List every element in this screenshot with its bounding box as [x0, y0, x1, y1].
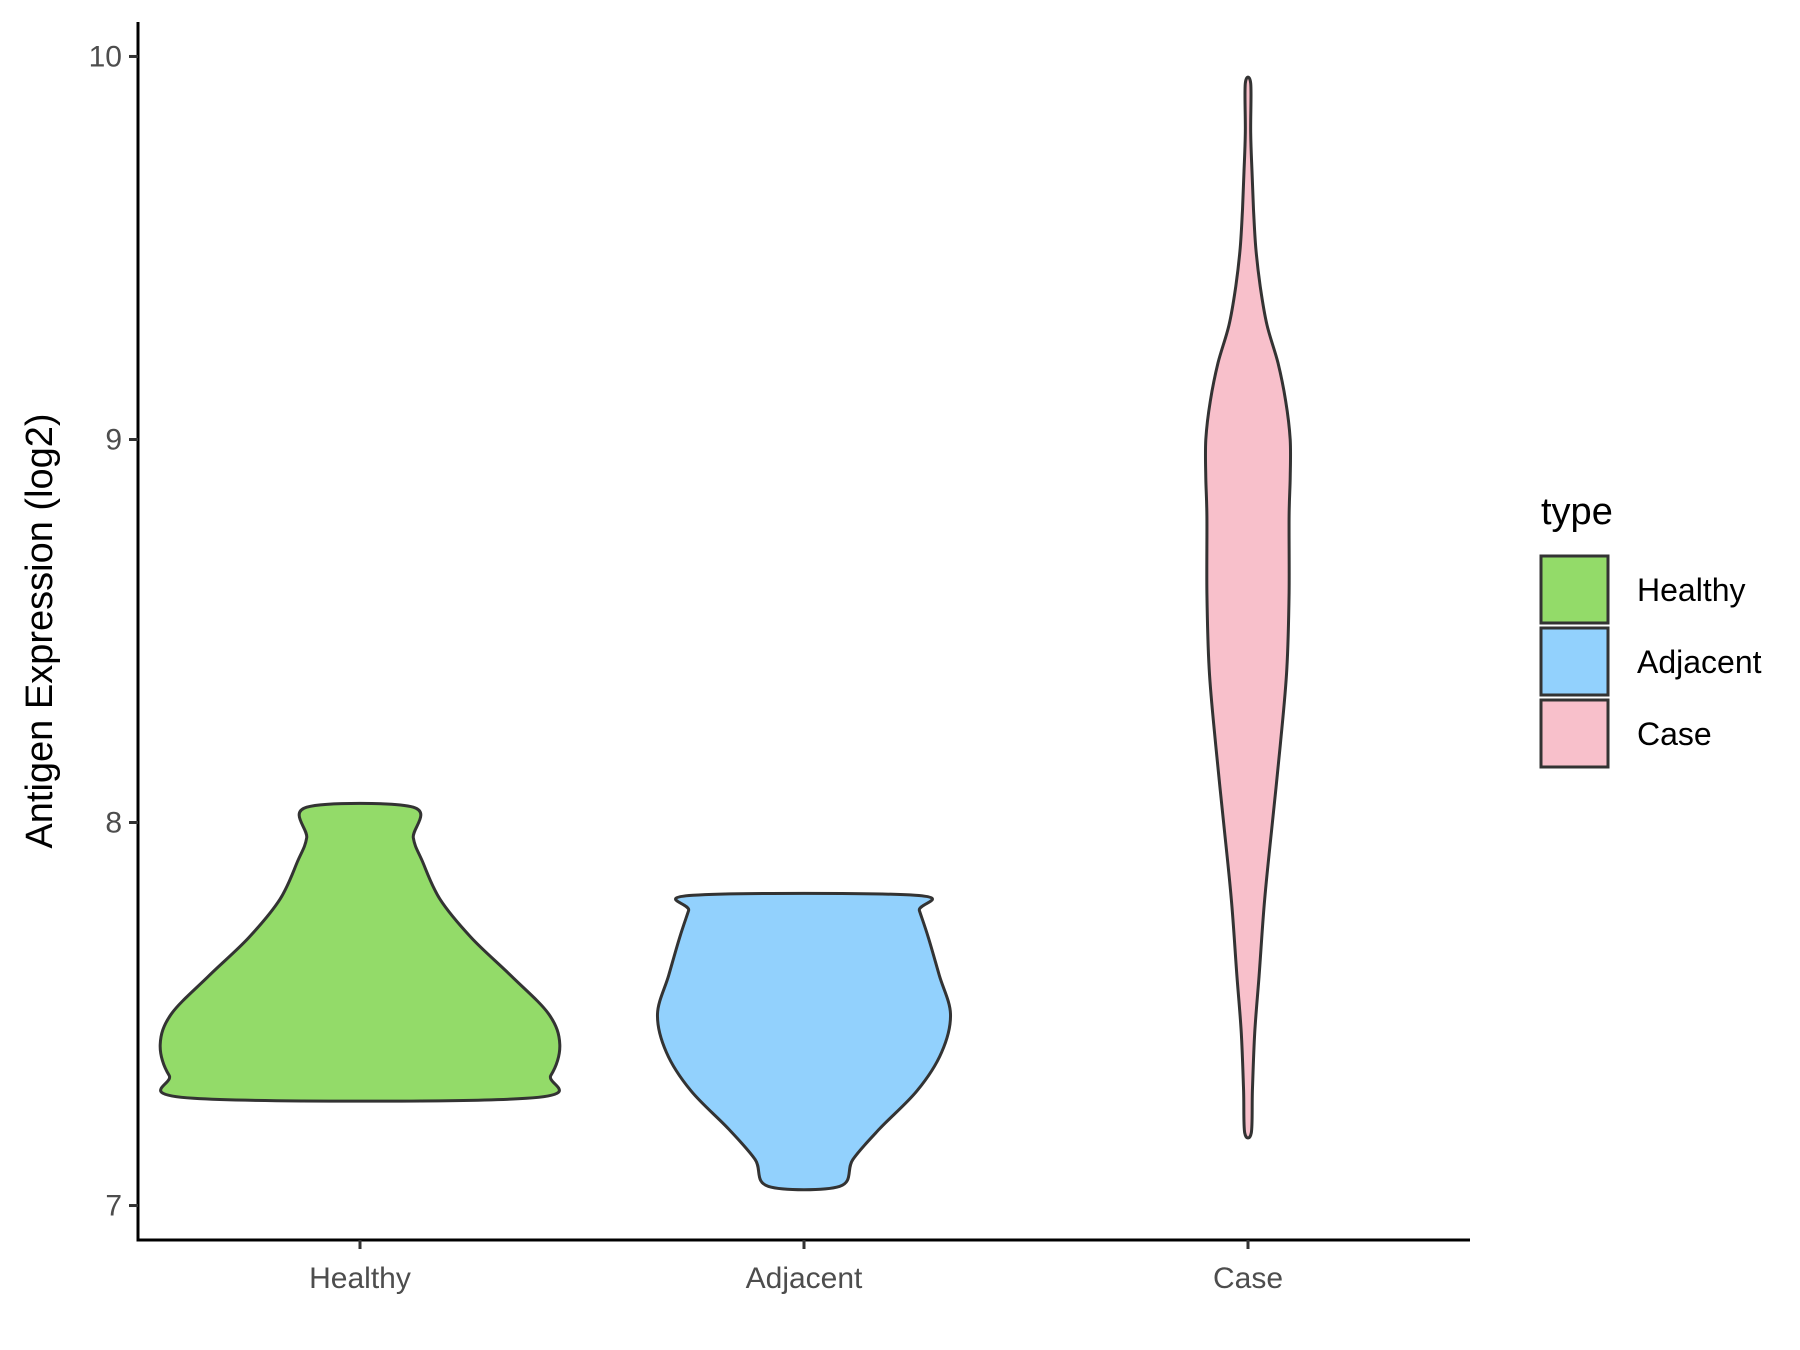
violin-case	[1203, 75, 1293, 1140]
y-tick-label: 7	[105, 1190, 122, 1223]
legend-entries: Healthy Adjacent Case	[1539, 554, 1762, 769]
legend-swatch-case	[1539, 698, 1610, 769]
x-tick-label-adjacent: Adjacent	[746, 1262, 863, 1295]
y-tick-label: 10	[89, 40, 122, 73]
y-axis-ticks: 7 8 9 10	[89, 40, 138, 1223]
y-tick-label: 9	[105, 423, 122, 456]
legend-title: type	[1541, 491, 1613, 533]
y-axis-title: Antigen Expression (log2)	[19, 413, 61, 848]
legend-swatch-healthy	[1539, 554, 1610, 625]
violin-adjacent	[655, 891, 953, 1192]
x-tick-label-healthy: Healthy	[309, 1262, 411, 1295]
violin-layer	[158, 75, 1293, 1192]
legend-swatch-adjacent	[1539, 626, 1610, 697]
x-tick-label-case: Case	[1213, 1262, 1283, 1295]
legend-label-case: Case	[1637, 716, 1712, 752]
violin-healthy	[158, 801, 562, 1103]
x-axis-ticks: Healthy Adjacent Case	[309, 1240, 1283, 1295]
y-tick-label: 8	[105, 807, 122, 840]
legend-label-healthy: Healthy	[1637, 572, 1746, 608]
legend: type Healthy Adjacent Case	[1539, 491, 1762, 769]
legend-label-adjacent: Adjacent	[1637, 644, 1762, 680]
